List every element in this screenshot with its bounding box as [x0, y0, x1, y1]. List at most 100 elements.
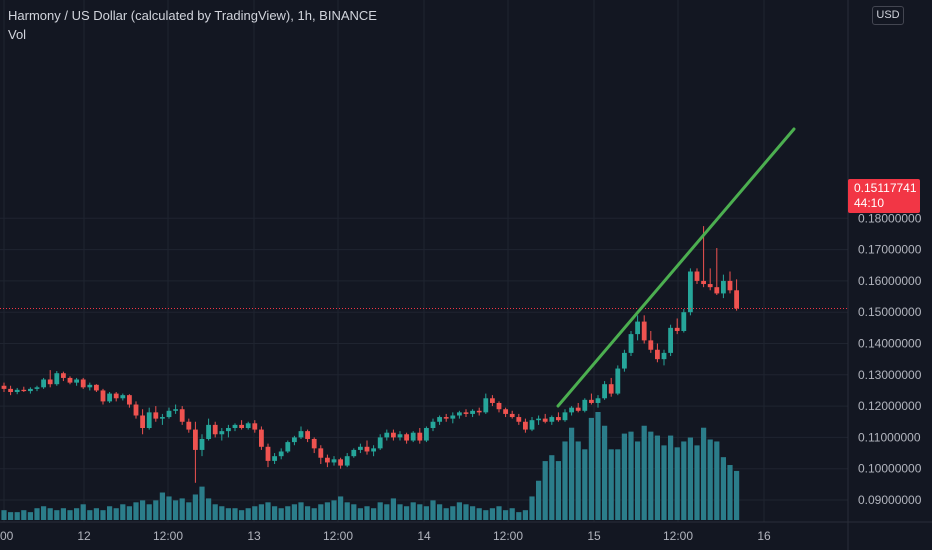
time-axis[interactable]: 00 12 12:00 13 12:00 14 12:00 15 12:00 16 — [0, 529, 771, 543]
volume-bar — [291, 504, 297, 520]
candle — [245, 421, 251, 430]
candle — [556, 412, 561, 422]
time-tick-label: 12:00 — [663, 529, 693, 543]
symbol-title[interactable]: Harmony / US Dollar (calculated by Tradi… — [8, 8, 377, 23]
volume-bar — [456, 502, 462, 520]
time-tick-label: 16 — [757, 529, 771, 543]
current-price-tag: 0.15117741 44:10 — [848, 179, 920, 213]
volume-bar — [701, 427, 707, 520]
volume-bar — [1, 510, 7, 520]
volume-bar — [714, 441, 720, 520]
candle — [655, 343, 660, 363]
candle — [549, 415, 555, 425]
volume-bar — [344, 502, 350, 520]
candle — [635, 315, 640, 341]
volume-bar — [107, 506, 113, 520]
price-tick-label: 0.15000000 — [858, 305, 922, 319]
candle-body — [146, 412, 152, 429]
candle — [661, 349, 667, 366]
candle-body — [384, 432, 390, 438]
candle-body — [430, 421, 436, 429]
candle — [424, 426, 429, 443]
volume-bar — [476, 508, 482, 520]
candle — [153, 406, 159, 422]
volume-bar — [206, 498, 212, 520]
volume-bar — [186, 502, 192, 520]
candle-body — [212, 424, 218, 435]
candle-body — [219, 431, 225, 435]
volume-legend[interactable]: Vol — [8, 27, 27, 42]
candle-body — [641, 321, 647, 341]
candle-body — [615, 368, 621, 394]
candle-body — [278, 451, 284, 457]
currency-button[interactable]: USD — [872, 6, 904, 25]
volume-bar — [595, 412, 601, 520]
candle-body — [648, 340, 654, 350]
candle-body — [556, 417, 561, 421]
volume-bar — [34, 508, 40, 520]
volume-bar — [199, 486, 205, 520]
candle-body — [47, 379, 53, 385]
candle-body — [351, 449, 357, 457]
price-tick-label: 0.14000000 — [858, 337, 922, 351]
candle — [714, 248, 720, 295]
candle-body — [199, 438, 205, 450]
candle-body — [74, 379, 79, 383]
candle — [179, 406, 185, 425]
volume-bar — [463, 504, 469, 520]
trendline[interactable] — [556, 127, 796, 408]
candle-body — [542, 418, 548, 422]
candle — [391, 429, 396, 441]
candle — [166, 407, 172, 419]
volume-bar — [489, 508, 495, 520]
candle — [331, 456, 337, 466]
candle — [61, 371, 66, 382]
candle-body — [668, 327, 673, 353]
volume-bar — [509, 508, 515, 520]
price-axis[interactable]: 0.18000000 0.17000000 0.16000000 0.15000000… — [858, 211, 922, 507]
volume-bar — [21, 510, 27, 520]
candle-body — [245, 423, 251, 429]
candle — [120, 393, 126, 401]
volume-bar — [146, 504, 152, 520]
volume-bar — [305, 506, 311, 520]
candle-body — [404, 434, 409, 441]
volume-bar — [245, 508, 251, 520]
candle — [470, 409, 475, 418]
volume-bar — [285, 506, 291, 520]
volume-bar — [272, 506, 278, 520]
candle — [285, 440, 291, 454]
volume-bar — [470, 506, 476, 520]
candle — [80, 377, 86, 389]
candle — [206, 418, 211, 441]
candle — [140, 409, 145, 435]
candle-body — [41, 379, 46, 388]
candle — [595, 395, 601, 408]
volume-bar — [225, 508, 231, 520]
candle-body — [239, 424, 244, 429]
candle — [628, 330, 634, 357]
volume-bar — [529, 496, 535, 520]
volume-bar — [324, 502, 330, 520]
time-tick-label: 12:00 — [323, 529, 353, 543]
candle-body — [424, 428, 429, 441]
volume-bar — [173, 500, 179, 520]
volume-bar — [179, 498, 185, 520]
candle-body — [292, 437, 297, 443]
candle-body — [628, 334, 634, 353]
candle-body — [226, 428, 231, 432]
volume-bar — [80, 504, 86, 520]
candle — [212, 421, 218, 438]
candle-body — [371, 448, 376, 452]
candle — [67, 376, 73, 385]
candle-body — [61, 373, 66, 378]
candle-body — [503, 409, 508, 414]
volume-bar — [661, 445, 667, 520]
candle-body — [688, 271, 693, 313]
candle-body — [443, 417, 449, 419]
volume-bar — [536, 480, 542, 520]
candle-body — [285, 442, 291, 452]
volume-bar — [608, 449, 614, 520]
